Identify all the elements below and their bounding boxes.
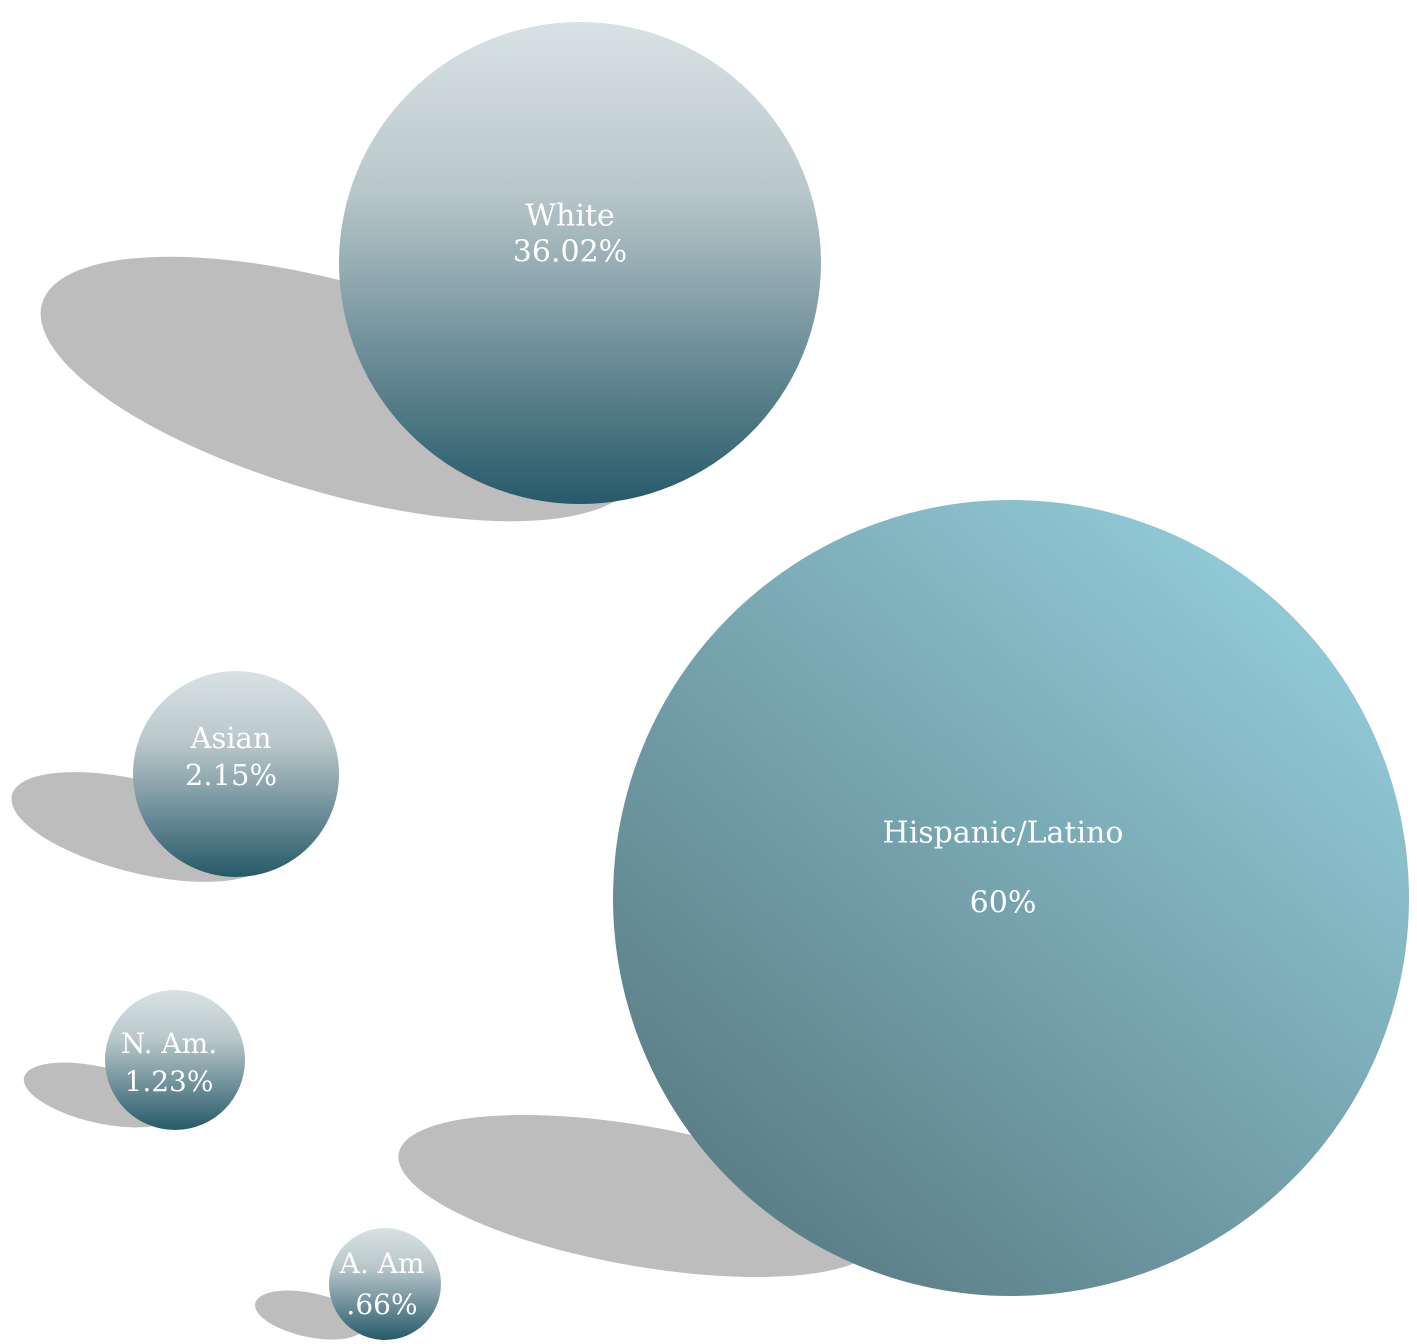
bubble-label-n-am: N. Am. [121,1027,217,1060]
bubble-hispanic-latino [613,500,1409,1296]
bubble-value-a-am: .66% [346,1288,417,1321]
bubble-n-am [105,990,245,1130]
bubble-value-white: 36.02% [513,235,627,270]
bubble-asian [133,671,339,877]
bubble-group-n-am: N. Am. 1.23% [105,990,245,1130]
bubble-a-am [329,1228,441,1340]
bubble-label-asian: Asian [189,721,271,755]
bubble-group-hispanic-latino: Hispanic/Latino 60% [613,500,1409,1296]
bubble-value-asian: 2.15% [185,758,277,792]
bubble-group-a-am: A. Am .66% [329,1228,441,1340]
bubble-white [339,22,821,504]
bubble-label-hispanic-latino: Hispanic/Latino [883,816,1124,851]
bubble-value-n-am: 1.23% [125,1065,214,1098]
bubble-label-white: White [525,199,615,234]
bubble-value-hispanic-latino: 60% [970,886,1037,921]
bubble-label-a-am: A. Am [339,1247,425,1280]
